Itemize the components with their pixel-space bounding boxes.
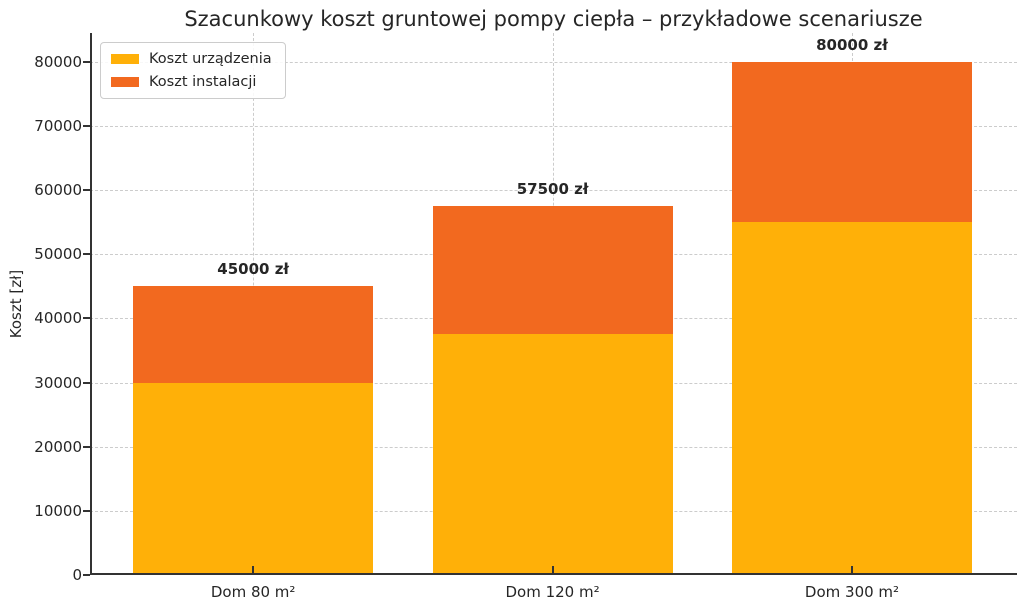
x-tick-label: Dom 300 m² [804,583,900,601]
y-tick-label: 40000 [34,309,82,328]
bar-total-label: 45000 zł [217,260,289,279]
bar-total-label: 80000 zł [816,35,888,54]
legend-swatch-device-cost [111,54,139,64]
bar-segment-installation-cost [731,61,973,223]
y-tick-mark [83,60,90,63]
y-tick-label: 50000 [34,245,82,264]
y-tick-label: 20000 [34,437,82,456]
y-tick-mark [83,317,90,320]
bar-segment-device-cost [731,222,973,575]
y-axis-line [90,33,92,575]
y-tick-mark [83,125,90,127]
bar-total-label: 57500 zł [516,180,589,199]
y-tick-mark [83,509,90,512]
bar-segment-installation-cost [133,286,374,383]
bar-segment-installation-cost [432,206,673,335]
y-tick-label: 0 [72,566,82,584]
y-tick-mark [83,381,90,384]
y-tick-label: 80000 [34,52,82,71]
legend-item-installation-cost: Koszt instalacji [111,74,272,90]
legend: Koszt urządzenia Koszt instalacji [100,42,286,99]
y-tick-label: 10000 [34,501,82,520]
legend-swatch-installation-cost [111,77,139,87]
y-tick-mark [83,253,90,256]
y-tick-label: 70000 [34,117,82,135]
y-tick-mark [83,445,90,448]
y-tick-label: 60000 [34,181,82,200]
y-tick-mark [83,574,90,576]
x-tick-label: Dom 80 m² [210,583,296,601]
chart-title: Szacunkowy koszt gruntowej pompy ciepła … [184,7,923,31]
y-tick-mark [83,189,90,192]
legend-label-installation-cost: Koszt instalacji [149,74,257,90]
bar-segment-device-cost [432,334,673,575]
plot-area: Koszt urządzenia Koszt instalacji 45000 … [90,33,1017,575]
x-tick-mark [850,566,853,575]
x-tick-mark [252,566,255,575]
x-tick-label: Dom 120 m² [505,583,600,601]
legend-item-device-cost: Koszt urządzenia [111,51,272,67]
y-tick-label: 30000 [34,373,82,392]
x-tick-mark [551,566,554,575]
legend-label-device-cost: Koszt urządzenia [149,51,272,67]
bar-segment-device-cost [133,382,374,575]
y-axis-label: Koszt [zł] [7,269,25,339]
